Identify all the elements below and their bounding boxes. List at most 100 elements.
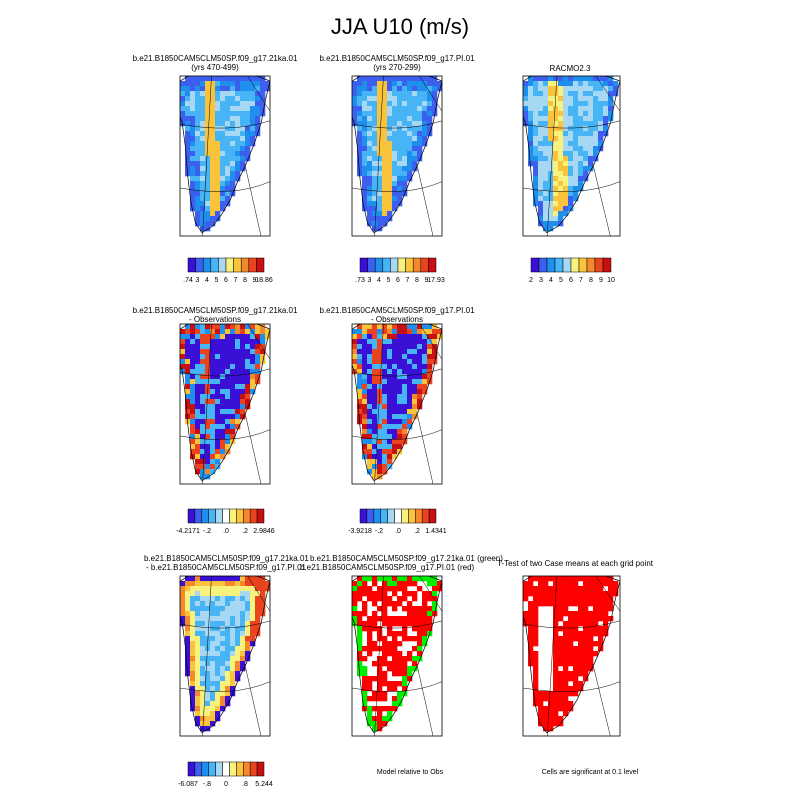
colorbar-label: .2	[414, 528, 420, 535]
colorbar-swatch	[359, 508, 368, 524]
map-frame-2	[351, 75, 443, 237]
colorbar-swatch	[408, 508, 416, 524]
colorbar-swatch	[194, 508, 203, 524]
graticule-4	[180, 324, 270, 484]
panel-8-title-line1: T-Test of two Case means at each grid po…	[496, 559, 654, 568]
colorbar-swatch	[222, 761, 230, 777]
map-cells-5	[352, 324, 442, 480]
map-panel-2	[351, 75, 443, 237]
colorbar-swatch	[546, 257, 556, 273]
panel-8-title: T-Test of two Case means at each grid po…	[490, 559, 660, 568]
colorbar-swatch	[394, 508, 402, 524]
colorbar-swatch	[201, 508, 209, 524]
colorbar-swatch	[240, 257, 250, 273]
colorbar-swatch	[208, 508, 216, 524]
colorbar-swatch	[428, 508, 437, 524]
panel-8-note: Cells are significant at 0.1 level	[541, 769, 639, 776]
panel-5-title: b.e21.B1850CAM5CLM50SP.f09_g17.PI.01 - O…	[312, 306, 482, 324]
map-frame-5	[351, 323, 443, 485]
map-frame-7	[351, 575, 443, 737]
colorbar-label: 10	[607, 277, 615, 284]
colorbar-label: 0	[224, 781, 228, 788]
colorbar-swatch	[215, 508, 223, 524]
colorbar-label: -6.087	[178, 781, 198, 788]
panel-3-title: RACMO2.3	[490, 64, 650, 73]
panel-7-title: b.e21.B1850CAM5CLM50SP.f09_g17.21ka.01 (…	[300, 554, 503, 572]
map-panel-7	[351, 575, 443, 737]
colorbar-label: 8	[415, 277, 419, 284]
colorbar-swatch	[359, 257, 368, 273]
colorbar-swatch	[225, 257, 234, 273]
map-panel-4	[179, 323, 271, 485]
colorbar-label: 5	[559, 277, 563, 284]
colorbar-swatch	[195, 257, 204, 273]
map-panel-5	[351, 323, 443, 485]
colorbar-label: 7	[579, 277, 583, 284]
colorbar-swatch	[187, 761, 196, 777]
coastline-7	[352, 576, 442, 734]
map-panel-1	[179, 75, 271, 237]
colorbar-label: -.2	[375, 528, 383, 535]
panel-2-title-line1: b.e21.B1850CAM5CLM50SP.f09_g17.PI.01	[319, 54, 475, 63]
colorbar-swatch	[194, 761, 203, 777]
panel-6-title-line1: b.e21.B1850CAM5CLM50SP.f09_g17.21ka.01	[144, 554, 309, 563]
colorbar-swatch	[256, 257, 265, 273]
colorbar-swatch	[233, 257, 242, 273]
colorbar-label: 2.9846	[253, 528, 275, 535]
colorbar-swatch	[570, 257, 580, 273]
panel-6-title: b.e21.B1850CAM5CLM50SP.f09_g17.21ka.01 -…	[130, 554, 309, 572]
colorbar-label: 18.86	[255, 277, 273, 284]
colorbar-label: .8	[242, 781, 248, 788]
colorbar-label: 8	[589, 277, 593, 284]
coastline-2	[352, 76, 442, 234]
colorbar-swatch	[412, 257, 422, 273]
colorbar-swatch	[367, 257, 376, 273]
colorbar-swatch	[208, 761, 216, 777]
map-cells-4	[180, 324, 270, 480]
colorbar-swatch	[405, 257, 414, 273]
colorbar-label: 6	[224, 277, 228, 284]
colorbar-swatch	[382, 257, 391, 273]
colorbar-label: .0	[223, 528, 229, 535]
colorbar-swatch	[373, 508, 381, 524]
colorbar-swatch	[249, 508, 258, 524]
colorbar-4: -4.2171 -.2 .0 .2 2.9846	[176, 508, 275, 535]
colorbar-swatch	[229, 508, 237, 524]
panel-7-note: Model relative to Obs	[376, 769, 444, 776]
colorbar-swatch	[243, 761, 251, 777]
map-frame-6	[179, 575, 271, 737]
colorbar-swatch	[602, 257, 612, 273]
panel-4-title: b.e21.B1850CAM5CLM50SP.f09_g17.21ka.01 -…	[130, 306, 300, 324]
colorbar-5: -3.9218 -.2 .0 .2 1.4341	[348, 508, 447, 535]
panel-2-title: b.e21.B1850CAM5CLM50SP.f09_g17.PI.01 (yr…	[312, 54, 482, 72]
panel-1-title-line2: (yrs 470-499)	[191, 63, 239, 72]
colorbar-label: 3	[368, 277, 372, 284]
graticule-3	[523, 76, 620, 236]
colorbar-swatch	[236, 761, 244, 777]
colorbar-label: 3	[196, 277, 200, 284]
map-frame-4	[179, 323, 271, 485]
colorbar-swatch	[374, 257, 384, 273]
colorbar-swatch	[222, 508, 230, 524]
colorbar-swatch	[421, 508, 430, 524]
graticule-2	[352, 76, 442, 236]
panel-2-title-line2: (yrs 270-299)	[373, 63, 421, 72]
colorbar-label: 6	[569, 277, 573, 284]
panel-5-title-line2: - Observations	[370, 315, 424, 324]
panel-3-title-line1: RACMO2.3	[549, 64, 591, 73]
colorbar-swatch	[202, 257, 212, 273]
map-frame-1	[179, 75, 271, 237]
colorbar-swatch	[366, 508, 375, 524]
colorbar-swatch	[256, 761, 265, 777]
colorbar-label: 4	[205, 277, 209, 284]
colorbar-label: 4	[549, 277, 553, 284]
map-panel-3	[522, 75, 621, 237]
graticule-7	[352, 576, 442, 736]
colorbar-swatch	[218, 257, 227, 273]
colorbar-swatch	[215, 761, 223, 777]
colorbar-swatch	[210, 257, 219, 273]
colorbar-label: 7	[406, 277, 410, 284]
panel-4-title-line2: - Observations	[188, 315, 242, 324]
map-frame-3	[522, 75, 621, 237]
